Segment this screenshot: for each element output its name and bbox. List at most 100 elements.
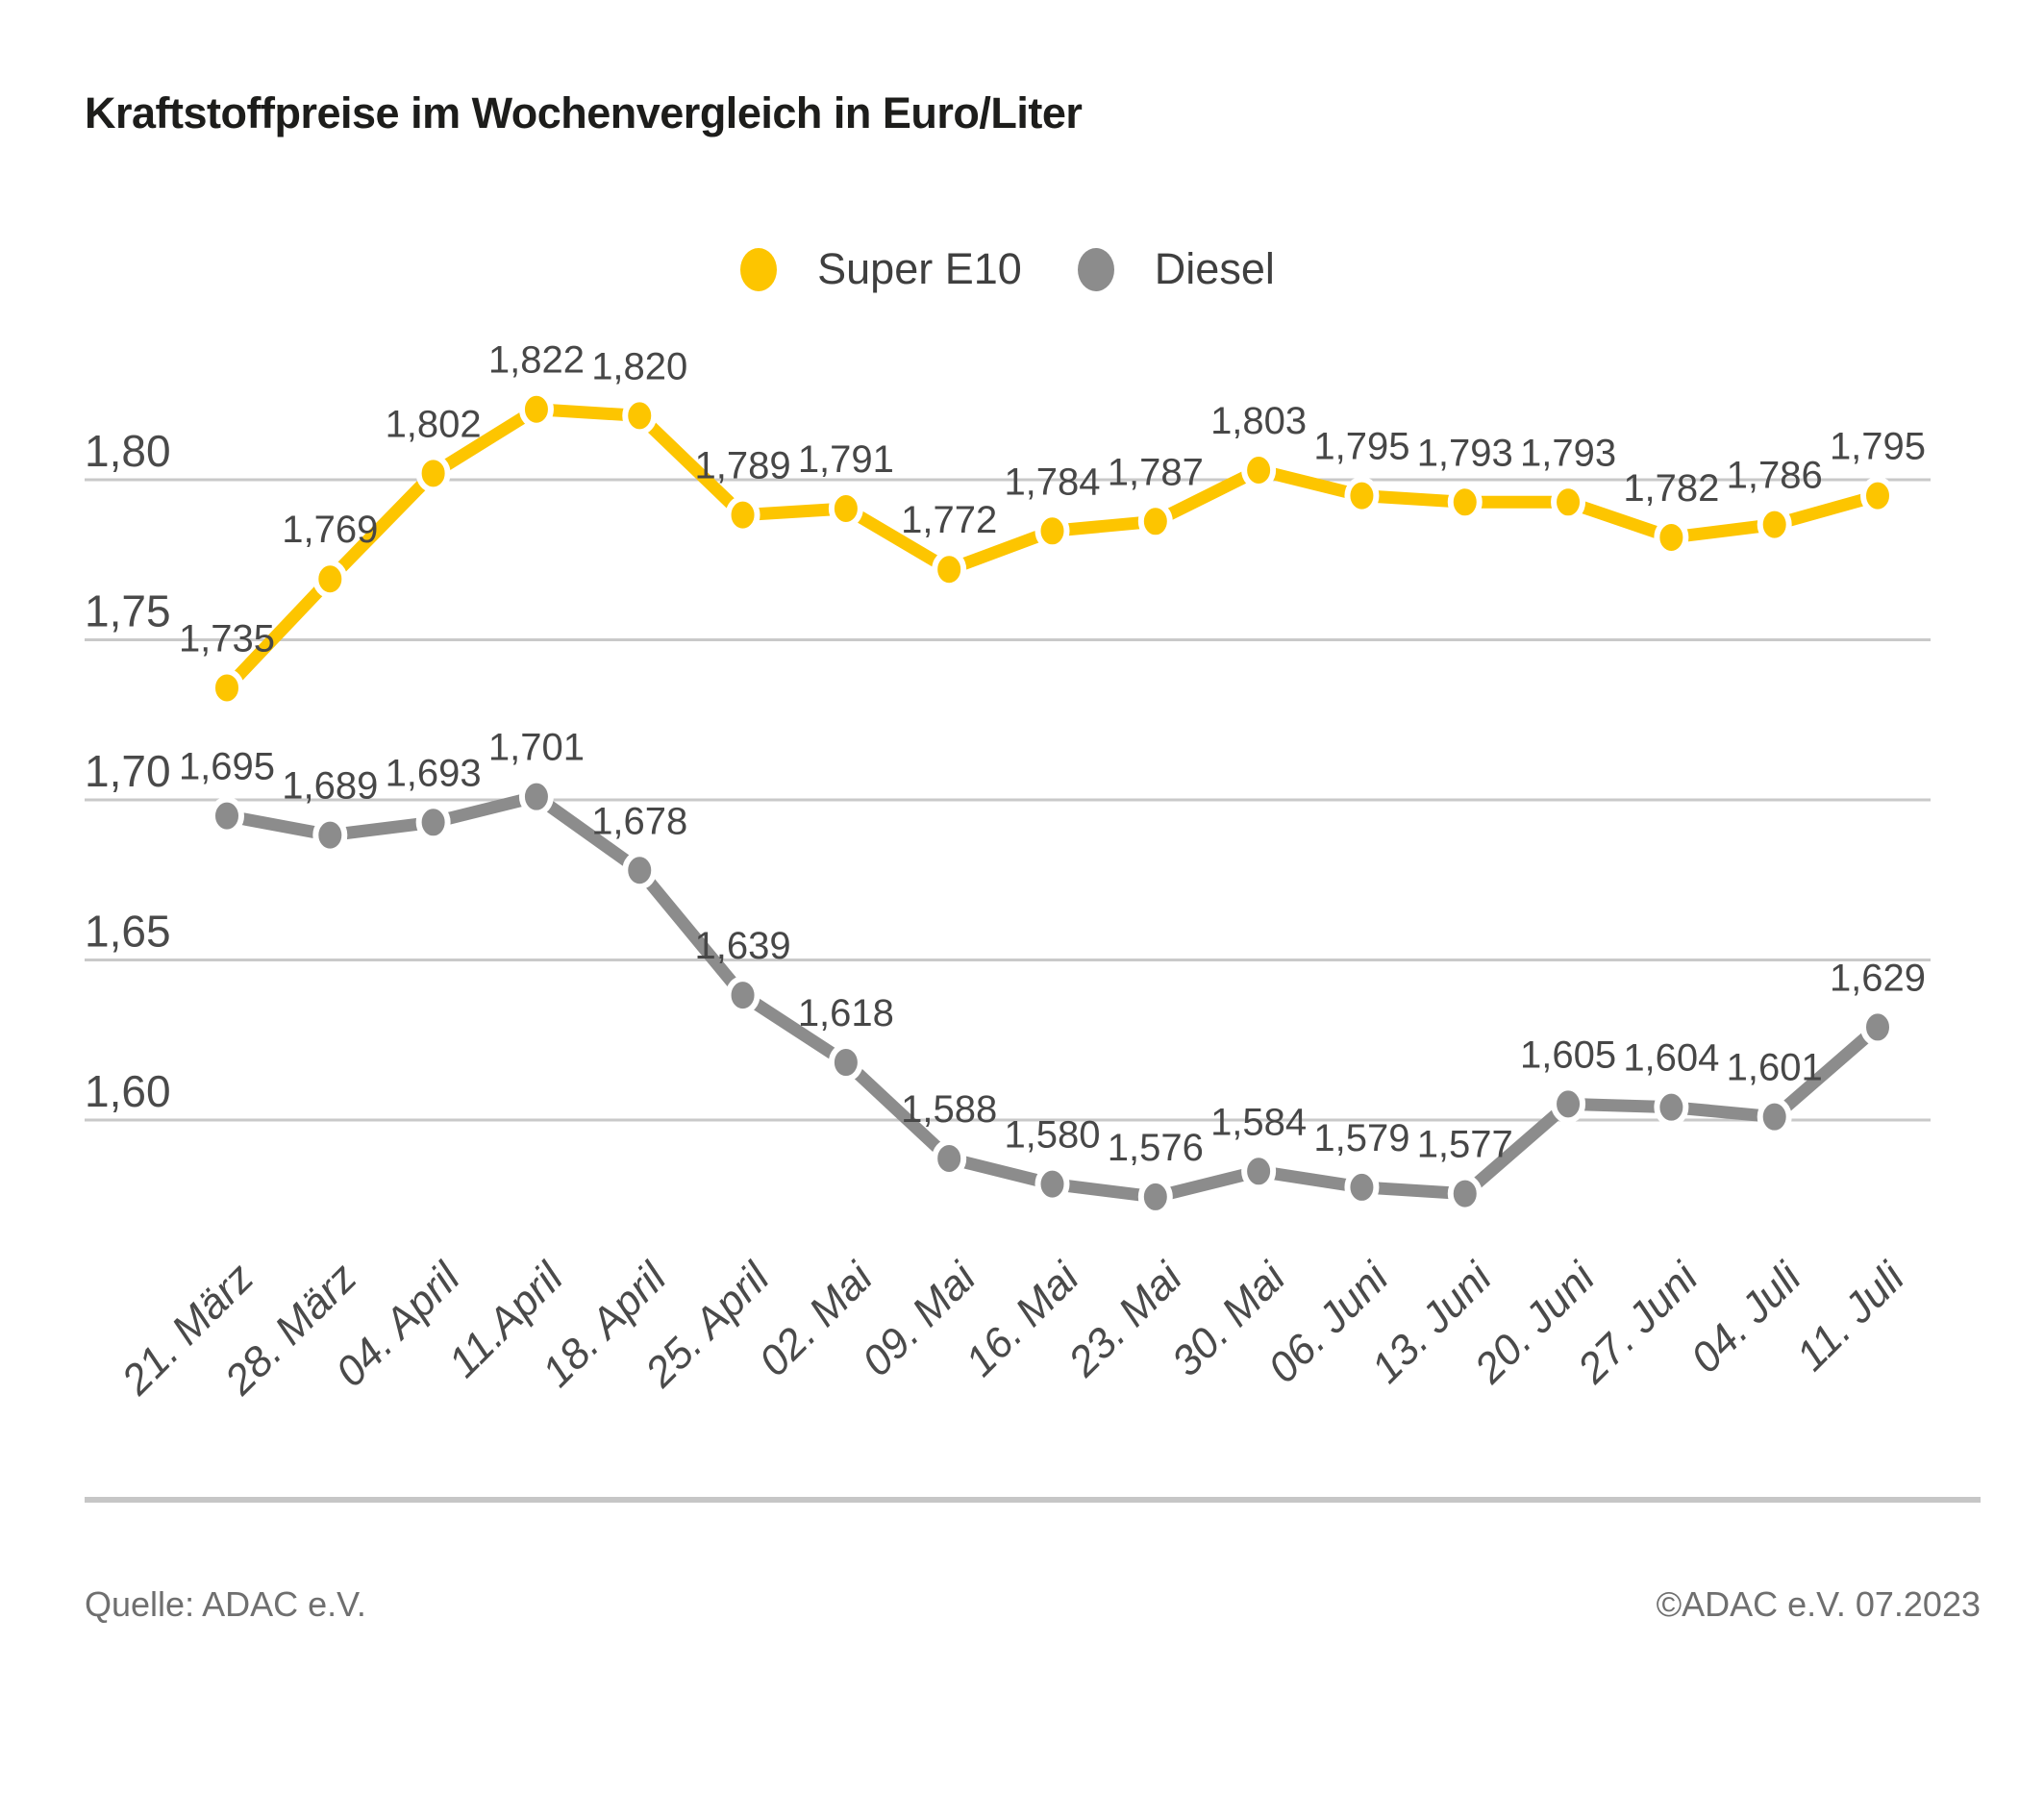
line-segment-diesel (947, 1152, 1055, 1190)
copyright-note: ©ADAC e.V. 07.2023 (1656, 1584, 1981, 1624)
data-label-diesel: 1,605 (1520, 1033, 1616, 1076)
data-point-diesel (518, 777, 554, 816)
data-point-super-e10 (1447, 483, 1483, 522)
data-point-super-e10 (828, 488, 863, 528)
data-label-super-e10: 1,735 (179, 617, 275, 660)
data-label-super-e10: 1,793 (1520, 432, 1616, 474)
data-point-diesel (725, 976, 760, 1015)
super-e10-dot-icon (740, 247, 778, 291)
line-segment-diesel (225, 809, 332, 842)
data-point-diesel (1551, 1084, 1586, 1124)
line-segment-diesel (739, 989, 850, 1068)
data-point-diesel (1137, 1177, 1173, 1216)
data-label-super-e10: 1,793 (1417, 432, 1513, 474)
data-label-diesel: 1,629 (1830, 957, 1926, 999)
line-segment-super-e10 (1257, 463, 1364, 502)
data-label-super-e10: 1,784 (1004, 461, 1100, 503)
data-point-diesel (210, 796, 244, 835)
data-label-super-e10: 1,789 (695, 445, 791, 487)
data-point-diesel (1447, 1174, 1483, 1213)
line-segment-diesel (1770, 1022, 1882, 1122)
line-segment-diesel (432, 790, 538, 829)
line-segment-super-e10 (325, 468, 438, 584)
chart-legend: Super E10 Diesel (85, 244, 1931, 294)
data-label-diesel: 1,701 (488, 727, 585, 769)
data-point-super-e10 (415, 454, 451, 493)
data-label-super-e10: 1,786 (1727, 455, 1823, 497)
data-point-super-e10 (622, 396, 658, 436)
data-label-diesel: 1,689 (282, 765, 378, 808)
data-label-diesel: 1,579 (1313, 1117, 1409, 1159)
y-tick-label: 1,75 (85, 586, 171, 636)
line-segment-diesel (1154, 1164, 1260, 1204)
line-segment-super-e10 (1152, 464, 1262, 528)
data-point-super-e10 (518, 389, 554, 429)
x-tick-label: 04. Juli (1683, 1254, 1811, 1382)
data-point-super-e10 (1757, 505, 1792, 544)
data-label-diesel: 1,693 (386, 752, 482, 794)
line-segment-super-e10 (946, 525, 1055, 576)
line-segment-diesel (841, 1058, 954, 1163)
data-point-diesel (1344, 1167, 1380, 1207)
data-label-super-e10: 1,820 (591, 345, 687, 387)
data-label-diesel: 1,584 (1210, 1101, 1307, 1143)
x-tick-label: 02. Mai (750, 1254, 883, 1386)
line-segment-diesel (1258, 1164, 1363, 1194)
page-title: Kraftstoffpreise im Wochenvergleich in E… (85, 88, 1083, 137)
line-segment-diesel (533, 791, 644, 876)
data-point-super-e10 (1137, 502, 1173, 541)
data-point-diesel (828, 1043, 863, 1083)
data-label-diesel: 1,678 (591, 800, 687, 842)
source-note: Quelle: ADAC e.V. (85, 1584, 366, 1624)
data-label-super-e10: 1,802 (386, 403, 482, 445)
y-tick-label: 1,70 (85, 746, 171, 796)
data-point-super-e10 (1860, 476, 1895, 515)
data-point-super-e10 (210, 668, 244, 708)
data-label-super-e10: 1,791 (798, 438, 894, 481)
x-tick-label: 11. Juli (1787, 1254, 1914, 1381)
y-tick-label: 1,80 (85, 426, 171, 476)
data-label-super-e10: 1,772 (901, 499, 997, 541)
line-segment-super-e10 (222, 574, 336, 692)
x-tick-label: 16. Mai (957, 1254, 1089, 1386)
data-point-super-e10 (725, 495, 760, 535)
footer-divider (85, 1497, 1981, 1503)
data-label-diesel: 1,601 (1727, 1047, 1823, 1089)
data-point-diesel (932, 1138, 967, 1178)
data-label-diesel: 1,618 (798, 992, 894, 1034)
data-label-super-e10: 1,822 (488, 339, 585, 382)
legend-label-super-e10: Super E10 (817, 244, 1022, 293)
data-label-super-e10: 1,782 (1623, 467, 1719, 510)
data-point-diesel (1241, 1152, 1277, 1191)
data-point-super-e10 (312, 560, 348, 599)
data-label-super-e10: 1,769 (282, 509, 378, 551)
data-label-diesel: 1,580 (1004, 1114, 1100, 1157)
data-label-super-e10: 1,803 (1210, 400, 1307, 442)
line-segment-super-e10 (1565, 496, 1674, 544)
data-label-diesel: 1,604 (1623, 1037, 1719, 1080)
data-point-super-e10 (1034, 511, 1070, 551)
data-point-diesel (622, 851, 658, 890)
data-point-diesel (1654, 1087, 1689, 1127)
data-point-super-e10 (1654, 517, 1689, 557)
y-axis: 1,80 1,75 1,70 1,65 1,60 (85, 426, 1931, 1122)
data-label-diesel: 1,639 (695, 925, 791, 967)
x-tick-label: 09. Mai (854, 1254, 986, 1386)
y-tick-label: 1,65 (85, 907, 171, 957)
data-label-diesel: 1,588 (901, 1088, 997, 1131)
line-segment-super-e10 (430, 404, 540, 479)
line-segment-super-e10 (842, 503, 953, 575)
data-label-super-e10: 1,795 (1830, 426, 1926, 468)
data-label-diesel: 1,695 (179, 746, 275, 788)
data-label-diesel: 1,576 (1108, 1127, 1204, 1169)
data-point-super-e10 (932, 550, 967, 589)
data-label-super-e10: 1,787 (1108, 451, 1204, 493)
data-point-super-e10 (1241, 451, 1277, 490)
data-point-diesel (1034, 1164, 1070, 1204)
data-label-diesel: 1,577 (1417, 1124, 1513, 1166)
